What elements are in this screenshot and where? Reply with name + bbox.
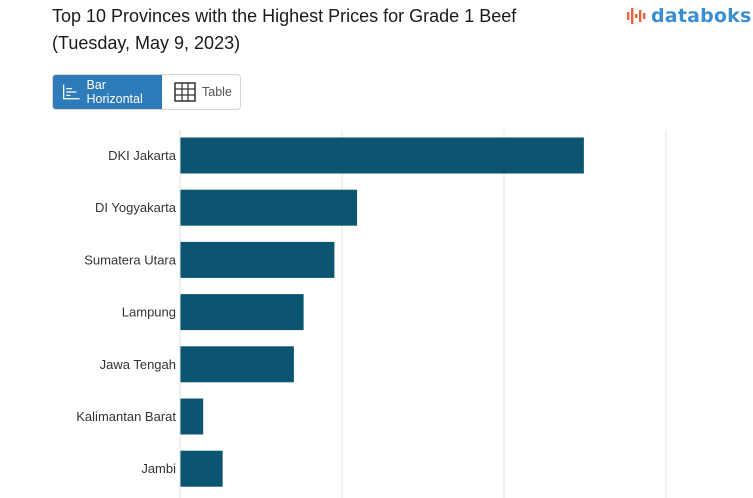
- category-label: Sumatera Utara: [84, 252, 177, 267]
- bars: [180, 137, 584, 487]
- databoks-logo: databoks: [626, 4, 752, 28]
- bar-di-yogyakarta[interactable]: [180, 189, 358, 226]
- logo-wordmark: databoks: [651, 5, 752, 27]
- bar-horizontal-icon: [63, 84, 80, 100]
- bar-horizontal-label: Bar Horizontal: [86, 78, 143, 106]
- chart-title-line-2: (Tuesday, May 9, 2023): [52, 33, 241, 53]
- category-label: DKI Jakarta: [108, 148, 177, 163]
- bar-jambi[interactable]: [180, 450, 223, 487]
- bar-horizontal-button[interactable]: Bar Horizontal: [53, 75, 162, 109]
- bar-jawa-tengah[interactable]: [180, 346, 294, 383]
- bar-sumatera-utara[interactable]: [180, 241, 335, 278]
- category-label: Lampung: [122, 305, 176, 320]
- bar-kalimantan-barat[interactable]: [180, 398, 204, 435]
- chart-title: Top 10 Provinces with the Highest Prices…: [52, 3, 592, 57]
- category-label: Jawa Tengah: [100, 357, 176, 372]
- category-labels: DKI Jakarta DI Yogyakarta Sumatera Utara La…: [76, 148, 177, 476]
- category-label: Kalimantan Barat: [76, 409, 176, 424]
- bar-lampung[interactable]: [180, 294, 304, 331]
- category-label: DI Yogyakarta: [95, 200, 177, 215]
- databoks-logo-icon: [627, 8, 646, 24]
- table-label: Table: [202, 85, 232, 99]
- view-toggle: Bar Horizontal Table: [52, 74, 241, 110]
- category-label: Jambi: [141, 461, 176, 476]
- table-icon: [174, 82, 196, 102]
- chart-title-line-1: Top 10 Provinces with the Highest Prices…: [52, 6, 517, 26]
- bar-dki-jakarta[interactable]: [180, 137, 584, 174]
- table-button[interactable]: Table: [162, 75, 240, 109]
